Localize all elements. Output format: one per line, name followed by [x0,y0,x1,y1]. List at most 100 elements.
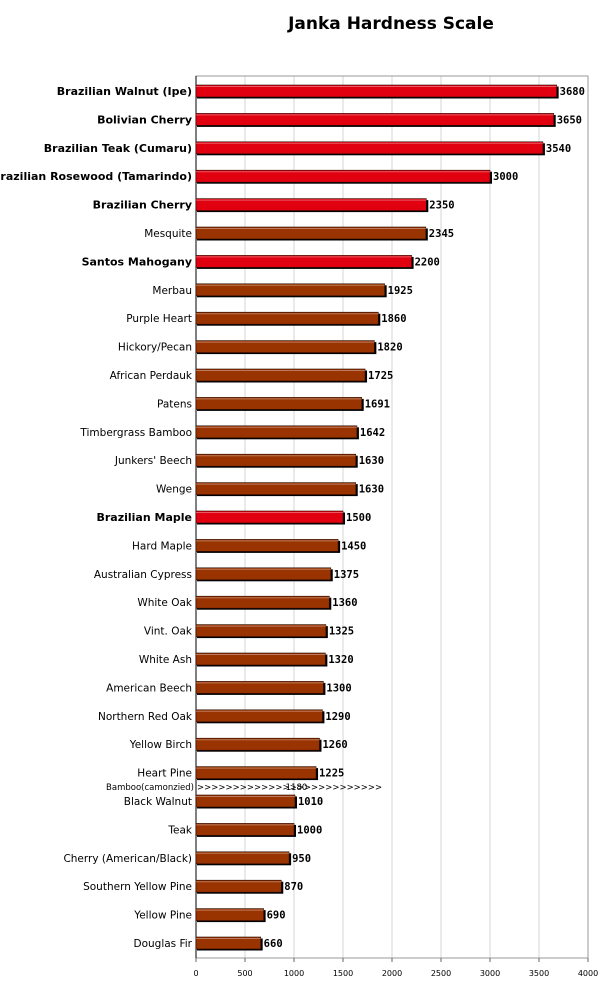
bar [195,397,363,410]
data-label: 2345 [429,228,454,240]
bar [195,482,357,495]
category-label: Brazilian Teak (Cumaru) [44,142,192,155]
bar [195,624,327,637]
category-label: Brazilian Cherry [93,199,192,212]
data-label: 1000 [297,824,322,836]
x-tick-label: 500 [237,969,252,978]
x-tick-label: 1000 [284,969,304,978]
category-label: Black Walnut [124,796,192,808]
bar [195,255,412,268]
category-label: Douglas Fir [134,938,193,950]
data-label: 1225 [319,768,344,780]
data-label: 1691 [365,398,390,410]
category-label: Vint. Oak [144,626,193,638]
data-label: 2350 [429,200,454,212]
category-label: Junkers' Beech [114,455,192,467]
bar [195,908,264,921]
category-label: Patens [157,398,192,410]
category-label: Yellow Pine [133,910,192,922]
data-label: 1500 [346,512,371,524]
bar [195,198,427,211]
bar [195,141,544,155]
category-label: Timbergrass Bamboo [79,427,192,439]
data-label: 1325 [329,626,354,638]
bar [195,936,261,950]
category-label: African Perdauk [110,370,193,382]
category-label: Hard Maple [132,540,192,552]
data-label: 1375 [334,569,359,581]
category-label: Wenge [156,484,192,496]
category-label: Purple Heart [126,313,192,325]
category-label: White Oak [137,597,193,609]
bar [195,425,358,439]
bar [195,226,427,240]
bar [195,823,295,836]
data-label: 1725 [368,370,393,382]
bar [195,539,339,552]
annotation-label: Bamboo(camonzied) [106,783,194,793]
bar [195,169,491,183]
x-tick-label: 0 [193,969,198,978]
bar [195,113,555,126]
data-label: 1630 [359,455,384,467]
data-label: 870 [284,881,303,893]
data-label: 1320 [328,654,353,666]
data-label: 1642 [360,427,385,439]
bar [195,879,282,893]
category-label: Australian Cypress [94,569,192,581]
category-label: Hickory/Pecan [118,342,192,354]
category-label: Bolivian Cherry [97,113,192,126]
category-label: Brazilian Walnut (Ipe) [57,85,192,98]
data-label: 950 [292,853,311,865]
bar [195,340,375,353]
bar [195,453,357,467]
data-label: 1260 [322,739,347,751]
category-label: White Ash [139,654,192,666]
category-label: Santos Mahogany [82,255,192,268]
category-label: Teak [167,824,193,836]
data-label: 1300 [326,682,351,694]
category-label: Yellow Birch [129,739,192,751]
bar [195,283,385,297]
data-label: 3000 [493,171,518,183]
category-label: Mesquite [144,228,192,240]
bar [195,737,320,751]
category-label: Cherry (American/Black) [63,853,192,865]
category-label: Brazilian Rosewood (Tamarindo) [0,170,192,183]
bar [195,311,379,325]
category-label: Heart Pine [137,768,192,780]
bar [195,368,366,382]
data-label: 1925 [388,285,413,297]
x-tick-label: 2000 [382,969,402,978]
data-label: 3540 [546,143,571,155]
bar [195,681,324,694]
data-label: 3680 [560,86,585,98]
annotation-value: 1180 [286,783,308,793]
chart-title: Janka Hardness Scale [288,14,494,34]
category-label: Brazilian Maple [96,511,192,524]
category-label: American Beech [106,682,192,694]
category-label: Merbau [152,285,192,297]
data-label: 1450 [341,540,366,552]
data-label: 1010 [298,796,323,808]
category-label: Southern Yellow Pine [83,881,192,893]
bar [195,794,296,808]
data-label: 660 [264,938,283,950]
data-label: 1290 [325,711,350,723]
data-label: 1360 [332,597,357,609]
x-tick-label: 3000 [480,969,500,978]
bar [195,766,317,779]
x-tick-label: 1500 [333,969,353,978]
data-label: 2200 [415,256,440,268]
bar [195,510,344,524]
data-label: 1860 [381,313,406,325]
data-label: 1630 [359,484,384,496]
data-label: 3650 [557,114,582,126]
bar [195,851,290,865]
bar [195,595,330,609]
annotation-arrows: >>>>>>>>>>>>>>>>>>>>>>>>>> [197,783,382,793]
x-tick-label: 4000 [578,969,598,978]
data-label: 1820 [377,342,402,354]
data-label: 690 [267,910,286,922]
